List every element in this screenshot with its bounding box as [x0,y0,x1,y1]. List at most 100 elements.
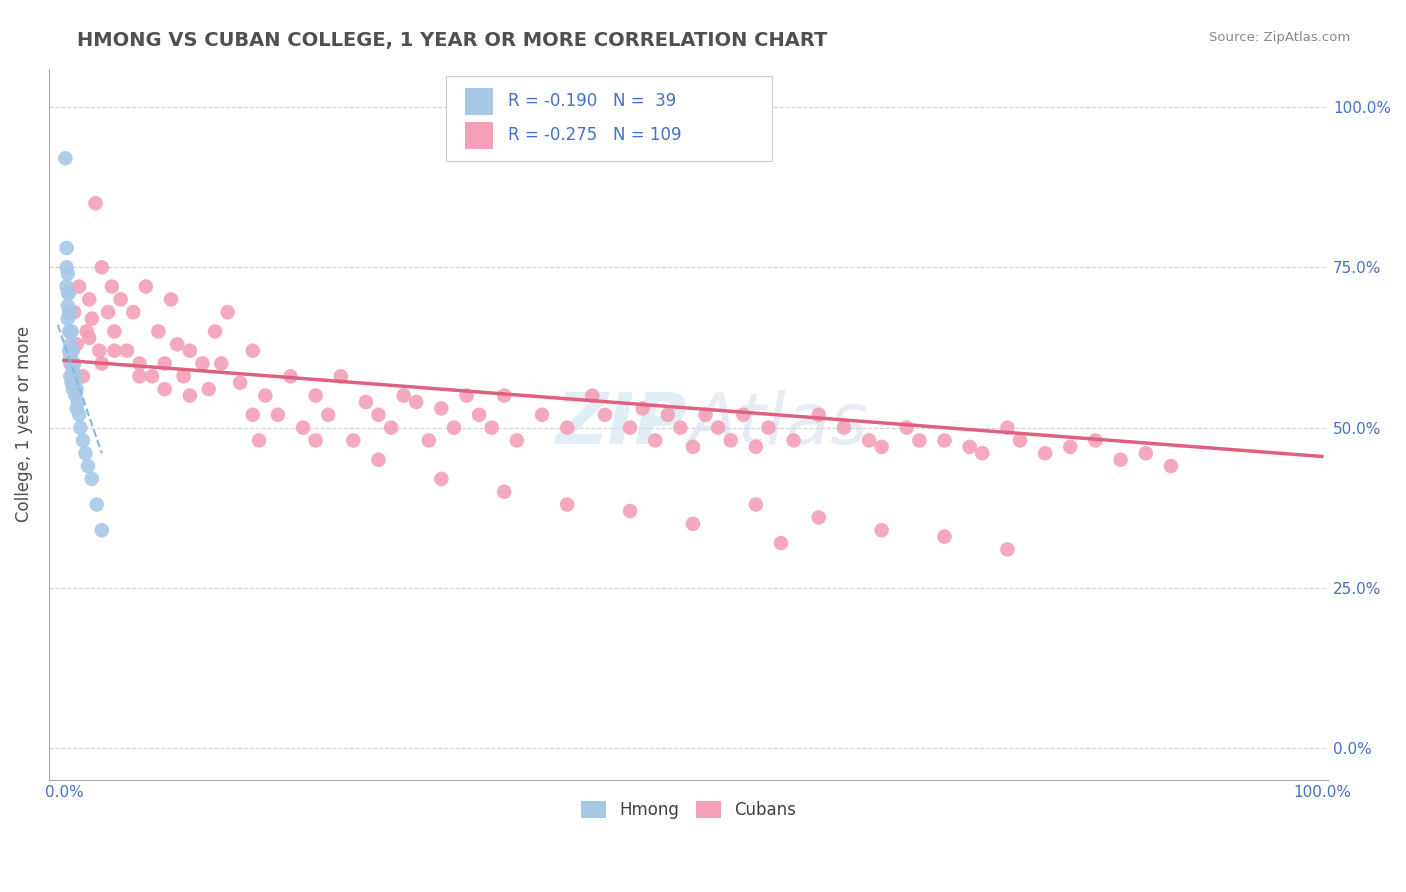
Point [69,420,91,434]
Point [1033,446,1056,460]
FancyBboxPatch shape [465,87,494,115]
Point [1109,452,1132,467]
Point [304,434,326,448]
FancyBboxPatch shape [446,76,772,161]
Point [430,472,453,486]
Point [90,523,112,537]
Point [392,388,415,402]
Point [63,376,86,390]
FancyBboxPatch shape [465,122,494,149]
Point [67,279,90,293]
Point [80,472,103,486]
Text: ZIP: ZIP [557,390,689,458]
Point [555,498,578,512]
Text: HMONG VS CUBAN COLLEGE, 1 YEAR OR MORE CORRELATION CHART: HMONG VS CUBAN COLLEGE, 1 YEAR OR MORE C… [77,31,828,50]
Point [733,408,755,422]
Point [531,408,554,422]
Point [745,498,768,512]
Point [896,420,918,434]
Point [555,420,578,434]
Point [56,285,79,300]
Point [90,260,112,275]
Point [58,325,80,339]
Point [101,279,124,293]
Point [179,343,201,358]
Point [53,151,76,165]
Point [77,459,100,474]
Point [807,510,830,524]
Point [707,420,730,434]
Point [418,434,440,448]
Text: Atlas: Atlas [689,390,869,458]
Point [97,305,120,319]
Point [62,343,84,358]
Point [110,293,132,307]
Point [494,484,516,499]
Point [997,420,1019,434]
Point [657,408,679,422]
Point [128,369,150,384]
Point [103,325,125,339]
Point [63,305,86,319]
Point [65,369,87,384]
Point [1059,440,1081,454]
Point [682,516,704,531]
Point [631,401,654,416]
Point [443,420,465,434]
Point [367,408,389,422]
Point [67,408,90,422]
Point [115,343,138,358]
Point [247,434,270,448]
Point [997,542,1019,557]
Point [56,267,79,281]
Point [209,357,232,371]
Point [316,408,339,422]
Point [254,388,277,402]
Point [430,401,453,416]
Point [59,350,82,364]
Point [80,311,103,326]
Point [166,337,188,351]
Point [89,343,111,358]
Point [832,420,855,434]
Point [858,434,880,448]
Point [782,434,804,448]
Point [60,376,83,390]
Point [720,434,742,448]
Point [141,369,163,384]
Point [456,388,478,402]
Point [66,401,89,416]
Point [60,357,83,371]
Point [59,337,82,351]
Point [644,434,666,448]
Point [77,331,100,345]
Point [1008,434,1031,448]
Point [56,299,79,313]
Point [58,305,80,319]
Point [55,279,77,293]
Point [76,325,98,339]
Point [619,504,641,518]
Point [191,357,214,371]
Point [75,446,97,460]
Point [1160,459,1182,474]
Point [329,369,352,384]
Point [84,196,107,211]
Point [769,536,792,550]
Point [66,337,89,351]
Point [204,325,226,339]
Point [62,363,84,377]
Point [972,446,994,460]
Text: R = -0.275   N = 109: R = -0.275 N = 109 [508,127,682,145]
Point [682,440,704,454]
Point [153,382,176,396]
Point [745,440,768,454]
Point [342,434,364,448]
Point [481,420,503,434]
Point [908,434,931,448]
Point [468,408,491,422]
Point [58,343,80,358]
Point [72,369,94,384]
Point [669,420,692,434]
Point [62,382,84,396]
